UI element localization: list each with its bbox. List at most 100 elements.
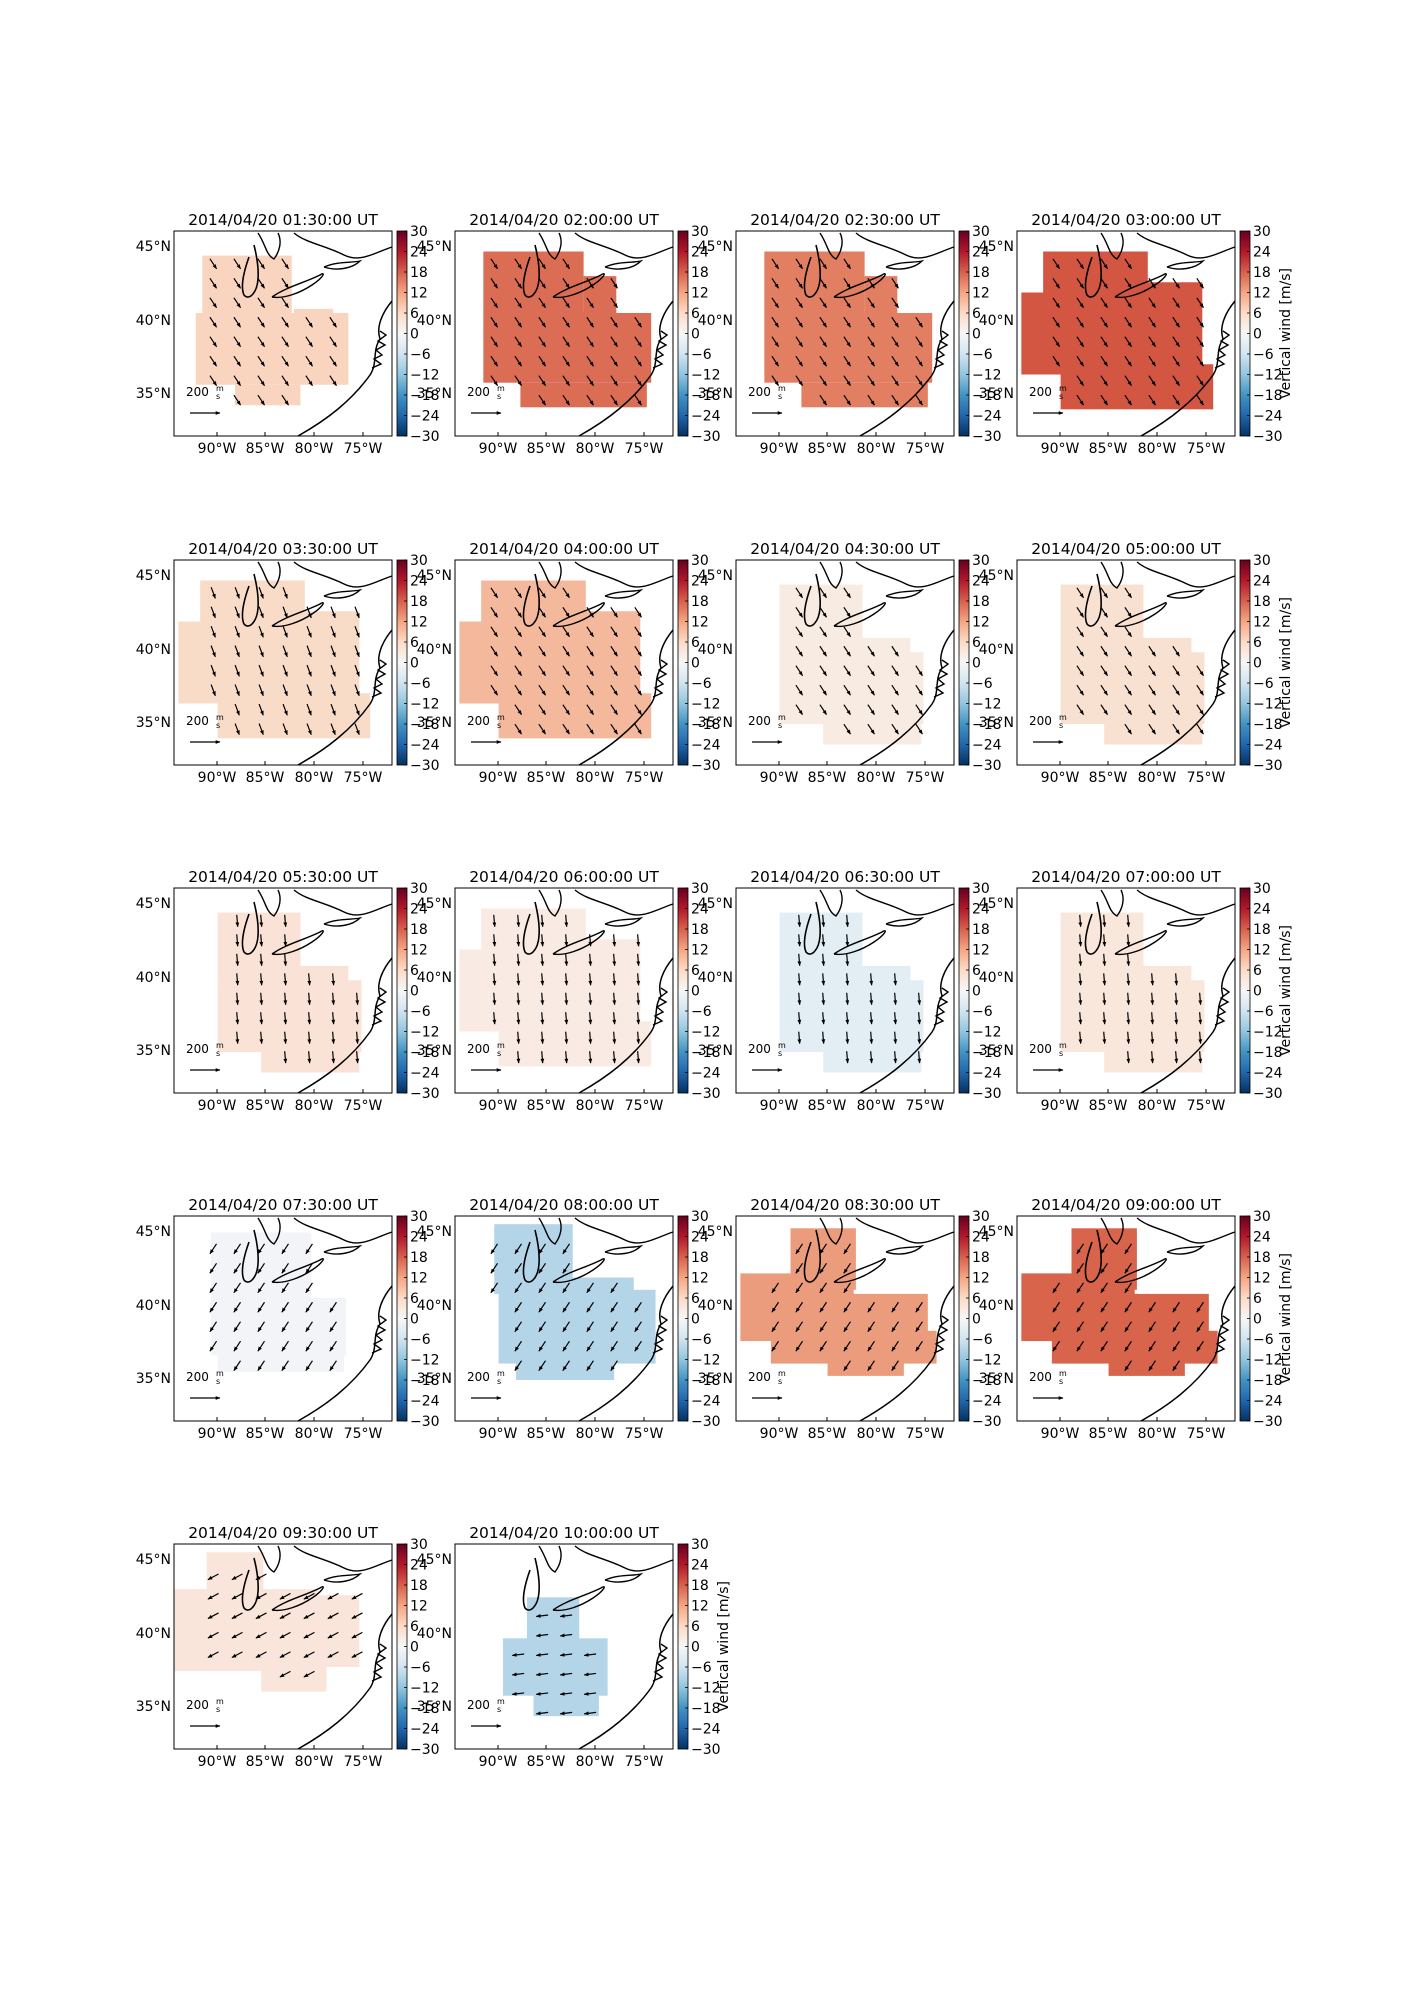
- reference-vector-unit-denominator: s: [497, 392, 501, 401]
- wind-vector: [610, 645, 618, 657]
- wind-vector: [867, 1301, 875, 1313]
- wind-vector: [233, 1340, 242, 1352]
- wind-vector: [1078, 1031, 1083, 1045]
- wind-vector: [490, 1282, 499, 1294]
- lat-tick-label: 35°N: [979, 715, 1014, 731]
- reference-vector-unit-numerator: m: [216, 713, 224, 722]
- wind-vector: [867, 355, 875, 367]
- colorbar-tick-label: 6: [691, 963, 700, 979]
- coverage-cell: [502, 1638, 608, 1696]
- lon-tick-label: 80°W: [295, 1098, 334, 1114]
- reference-vector-value: 200: [467, 1698, 490, 1712]
- wind-vector: [235, 1012, 240, 1025]
- lat-tick-label: 45°N: [136, 1552, 171, 1568]
- reference-vector-unit-denominator: s: [216, 1377, 220, 1386]
- wind-vector: [307, 973, 312, 986]
- wind-vector: [535, 1652, 549, 1657]
- panel-frame: [735, 230, 955, 437]
- wind-vector: [867, 645, 875, 657]
- wind-vector: [306, 606, 312, 619]
- wind-vector: [559, 1614, 573, 1618]
- chesapeake-bay-shoreline: [933, 330, 950, 369]
- wind-vector: [1102, 934, 1107, 947]
- wind-vector: [1076, 375, 1085, 387]
- chesapeake-bay-shoreline: [933, 1315, 950, 1354]
- colorbar-tick-label: 0: [972, 984, 981, 1000]
- panel-frame: [735, 887, 955, 1094]
- reference-vector-unit-denominator: s: [497, 1705, 501, 1714]
- lat-tick-label: 40°N: [979, 642, 1014, 658]
- wind-vector: [915, 375, 923, 387]
- wind-vector: [233, 277, 242, 289]
- colorbar-tick-label: 30: [691, 1537, 709, 1553]
- wind-vector: [562, 375, 570, 387]
- lon-tick-label: 80°W: [857, 1098, 896, 1114]
- wind-vector: [869, 1031, 874, 1045]
- wind-vector: [538, 336, 547, 348]
- map-panel: 2014/04/20 10:00:00 UT 200 ms 90°W 85°W 80°W 7…: [417, 1524, 732, 1770]
- colorbar-tick-label: 18: [1253, 922, 1271, 938]
- wind-vector: [1100, 606, 1109, 618]
- wind-vector: [797, 1012, 802, 1025]
- wind-vector: [1124, 1340, 1132, 1352]
- wind-vector: [795, 336, 804, 348]
- reference-vector-unit-numerator: m: [216, 384, 224, 393]
- wind-vector: [281, 316, 289, 328]
- lon-tick-label: 85°W: [527, 441, 566, 457]
- wind-vector: [305, 375, 313, 387]
- wind-vector: [209, 258, 218, 270]
- colorbar-tick-label: −18: [691, 1701, 721, 1717]
- lake-erie-shoreline: [833, 273, 886, 299]
- wind-vector: [843, 297, 851, 309]
- wind-vector: [329, 1301, 337, 1313]
- wind-vector: [538, 1340, 547, 1352]
- wind-vector: [351, 1612, 363, 1620]
- lat-tick-label: 45°N: [417, 568, 452, 584]
- reference-vector-value: 200: [1029, 1370, 1052, 1384]
- wind-vector: [869, 992, 874, 1006]
- wind-vector: [610, 665, 618, 677]
- colorbar-tick-label: −30: [972, 429, 1002, 445]
- wind-vector: [891, 1321, 899, 1333]
- wind-vector: [636, 953, 641, 967]
- colorbar-tick-label: 0: [691, 984, 700, 1000]
- wind-vector: [514, 626, 523, 638]
- wind-vector: [845, 992, 850, 1006]
- wind-vector: [538, 1360, 547, 1372]
- panel-frame: [173, 887, 393, 1094]
- wind-vector: [259, 1012, 264, 1025]
- wind-vector: [303, 1612, 315, 1620]
- wind-vector: [1052, 1321, 1061, 1333]
- colorbar-tick-label: −30: [410, 1742, 440, 1758]
- wind-vector: [634, 704, 642, 716]
- colorbar-tick-label: −30: [691, 1414, 721, 1430]
- colorbar-tick-label: 6: [410, 1619, 419, 1635]
- wind-vector: [303, 1670, 315, 1678]
- wind-vector: [1076, 587, 1085, 599]
- coverage-cell: [293, 1595, 360, 1667]
- lake-erie-shoreline: [271, 602, 324, 628]
- wind-vector: [562, 645, 570, 657]
- lake-michigan-shoreline: [522, 901, 540, 955]
- reference-vector-unit-numerator: m: [216, 1697, 224, 1706]
- wind-vector: [354, 625, 360, 638]
- wind-vector: [891, 1301, 899, 1313]
- wind-vector: [281, 277, 289, 289]
- colorbar-tick-label: 6: [691, 635, 700, 651]
- lake-huron-shoreline: [257, 1545, 281, 1573]
- wind-vector: [797, 1031, 802, 1045]
- colorbar-tick-label: −24: [410, 1066, 440, 1082]
- colorbar-tick-label: −6: [691, 676, 712, 692]
- lat-tick-label: 35°N: [698, 386, 733, 402]
- wind-vector: [355, 1031, 360, 1045]
- lake-huron-shoreline: [538, 561, 562, 589]
- colorbar-tick-label: 0: [410, 984, 419, 1000]
- lon-tick-label: 80°W: [857, 770, 896, 786]
- coverage-cell: [1126, 1293, 1209, 1339]
- wind-vector: [1148, 336, 1156, 348]
- lon-tick-label: 90°W: [1041, 770, 1080, 786]
- wind-vector: [259, 914, 264, 928]
- reference-vector-unit-denominator: s: [1059, 392, 1063, 401]
- wind-vector: [612, 992, 617, 1006]
- lat-tick-label: 45°N: [698, 568, 733, 584]
